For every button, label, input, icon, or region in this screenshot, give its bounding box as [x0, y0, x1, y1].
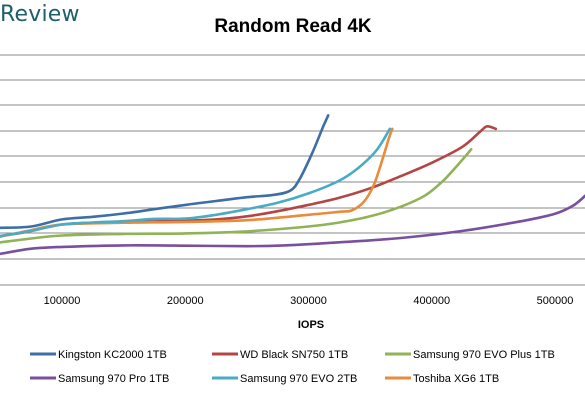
x-tick-label: 500000: [537, 295, 574, 307]
x-tick-label: 400000: [413, 295, 450, 307]
legend-label: Samsung 970 EVO Plus 1TB: [413, 349, 555, 361]
legend-label: Samsung 970 Pro 1TB: [58, 373, 169, 385]
x-tick-label: 200000: [167, 295, 204, 307]
series-line-kingston-kc2000-1tb: [0, 114, 330, 230]
series-line-samsung-970-pro-1tb: [0, 194, 585, 256]
series-line-samsung-970-evo-plus-1tb: [0, 148, 473, 244]
series-line-samsung-970-evo-2tb: [0, 127, 392, 238]
legend-label: Kingston KC2000 1TB: [58, 349, 167, 361]
grid-lines: [0, 54, 585, 286]
chart-title: Random Read 4K: [214, 16, 372, 37]
series-lines: [0, 114, 585, 256]
x-tick-label: 300000: [290, 295, 327, 307]
x-tick-label: 100000: [44, 295, 81, 307]
legend: Kingston KC2000 1TB WD Black SN750 1TB Sam…: [30, 349, 555, 385]
legend-label: WD Black SN750 1TB: [240, 349, 348, 361]
review-logo: Review: [0, 2, 80, 27]
x-axis-ticks: 100000 200000 300000 400000 500000: [44, 295, 574, 307]
legend-label: Samsung 970 EVO 2TB: [240, 373, 357, 385]
x-axis-label: IOPS: [298, 319, 324, 331]
legend-label: Toshiba XG6 1TB: [413, 373, 499, 385]
